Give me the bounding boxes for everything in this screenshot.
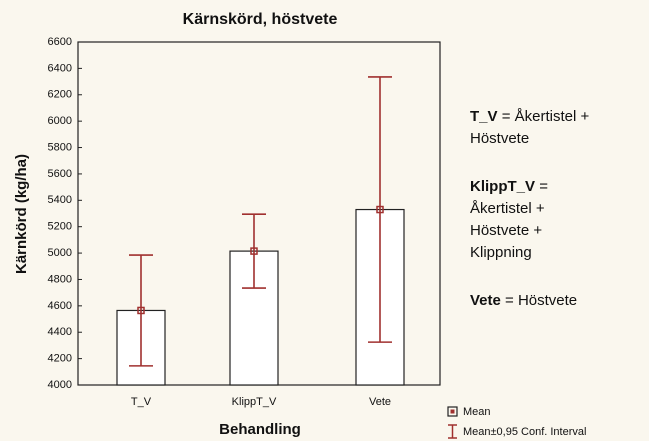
annotation-line: Höstvete +: [470, 222, 542, 239]
annotation-text: Höstvete +: [470, 222, 542, 239]
y-tick-label: 5400: [48, 194, 72, 206]
legend-error-symbol: [448, 424, 457, 439]
y-tick-label: 4200: [48, 353, 72, 365]
y-tick-label: 4600: [48, 300, 72, 312]
chart-title: Kärnskörd, höstvete: [183, 11, 338, 28]
y-tick-label: 5000: [48, 247, 72, 259]
annotation-line: T_V = Åkertistel +: [470, 108, 589, 125]
annotation-line: Höstvete: [470, 130, 529, 147]
y-axis-label: Kärnkörd (kg/ha): [13, 154, 30, 274]
y-tick-label: 5600: [48, 168, 72, 180]
y-tick-label: 6200: [48, 89, 72, 101]
y-tick-label: 6000: [48, 115, 72, 127]
legend-label: Mean±0,95 Conf. Interval: [463, 426, 586, 438]
annotation-text: = Åkertistel +: [502, 108, 590, 125]
legend-mean-box: [447, 406, 458, 417]
annotation-text: Åkertistel +: [470, 200, 545, 217]
annotation-term: KlippT_V: [470, 178, 535, 195]
y-tick-label: 5800: [48, 141, 72, 153]
annotation-term: Vete: [470, 292, 501, 309]
y-tick-label: 4800: [48, 273, 72, 285]
legend-label: Mean: [463, 406, 491, 418]
annotation-line: KlippT_V =: [470, 178, 548, 195]
error-bar: [242, 213, 266, 289]
y-tick-label: 4000: [48, 379, 72, 391]
y-tick-label: 6600: [48, 36, 72, 48]
y-tick-label: 4400: [48, 326, 72, 338]
y-tick-label: 5200: [48, 221, 72, 233]
annotation-text: Höstvete: [470, 130, 529, 147]
error-bar: [129, 254, 153, 367]
annotation-line: Klippning: [470, 244, 532, 261]
legend-mean-marker: [450, 409, 455, 414]
mean-marker: [376, 205, 384, 214]
error-bar: [368, 76, 392, 343]
x-axis-label: Behandling: [219, 421, 301, 438]
annotation-line: Åkertistel +: [470, 200, 545, 217]
mean-marker: [250, 247, 258, 255]
x-tick-label: T_V: [131, 396, 152, 408]
annotation-line: Vete = Höstvete: [470, 292, 577, 309]
annotation-term: T_V: [470, 108, 498, 125]
x-tick-label: Vete: [369, 396, 391, 408]
x-tick-label: KlippT_V: [232, 396, 277, 408]
y-tick-label: 6400: [48, 62, 72, 74]
annotation-text: = Höstvete: [505, 292, 577, 309]
annotation-text: Klippning: [470, 244, 532, 261]
annotation-text: =: [539, 178, 548, 195]
mean-marker: [137, 306, 145, 315]
